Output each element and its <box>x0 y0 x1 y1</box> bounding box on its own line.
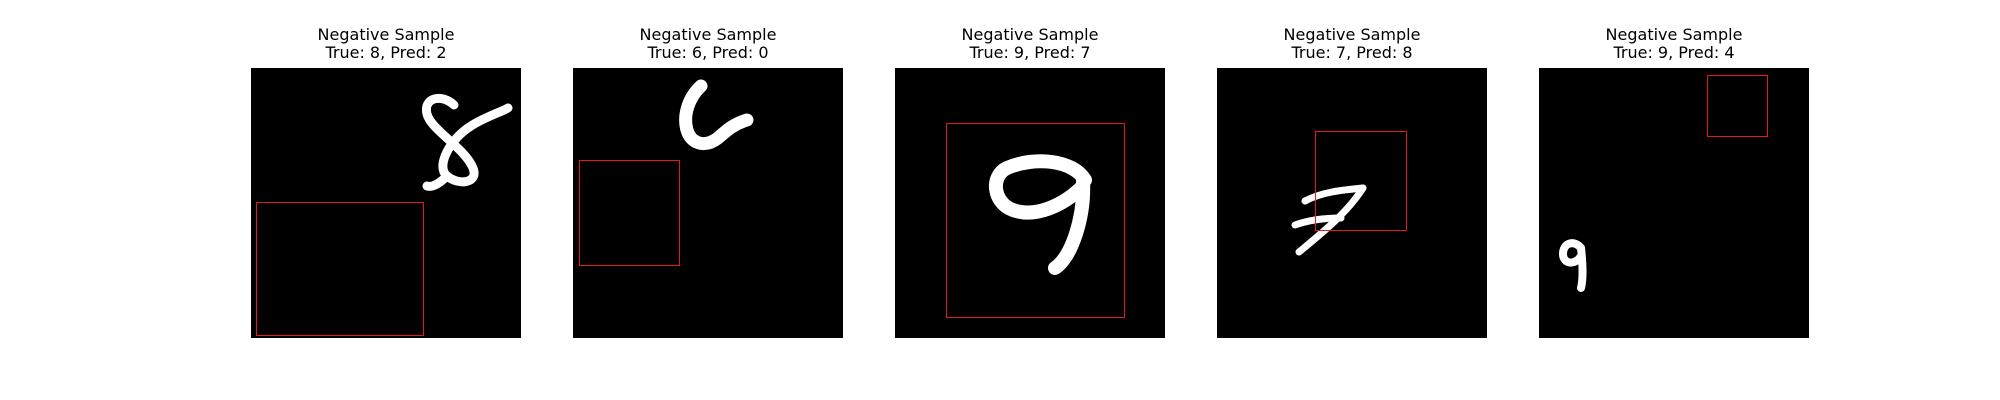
sample-panel-1: Negative Sample True: 8, Pred: 2 8 <box>251 26 521 338</box>
sample-panel-4: Negative Sample True: 7, Pred: 8 <box>1217 26 1487 338</box>
panel-title: Negative Sample True: 9, Pred: 4 <box>1539 26 1809 66</box>
bounding-box <box>946 123 1125 318</box>
panel-subtitle-line: True: 9, Pred: 4 <box>1613 43 1735 62</box>
panel-title-line: Negative Sample <box>639 25 777 44</box>
panel-title: Negative Sample True: 7, Pred: 8 <box>1217 26 1487 66</box>
digit-image <box>895 68 1165 338</box>
panel-title: Negative Sample True: 6, Pred: 0 <box>573 26 843 66</box>
panel-title: Negative Sample True: 8, Pred: 2 <box>251 26 521 66</box>
digit-drawing <box>988 154 1092 275</box>
panel-subtitle-line: True: 7, Pred: 8 <box>1291 43 1413 62</box>
panel-title-line: Negative Sample <box>317 25 455 44</box>
sample-panel-5: Negative Sample True: 9, Pred: 4 <box>1539 26 1809 338</box>
panel-title-line: Negative Sample <box>961 25 1099 44</box>
sample-panel-2: Negative Sample True: 6, Pred: 0 <box>573 26 843 338</box>
panel-title-line: Negative Sample <box>1605 25 1743 44</box>
bounding-box <box>1707 75 1768 137</box>
panel-subtitle-line: True: 8, Pred: 2 <box>325 43 447 62</box>
panel-subtitle-line: True: 6, Pred: 0 <box>647 43 769 62</box>
digit-drawing: 8 <box>421 93 513 191</box>
panel-subtitle-line: True: 9, Pred: 7 <box>969 43 1091 62</box>
panel-title: Negative Sample True: 9, Pred: 7 <box>895 26 1165 66</box>
digit-image <box>1217 68 1487 338</box>
bounding-box <box>256 202 424 336</box>
sample-panel-3: Negative Sample True: 9, Pred: 7 <box>895 26 1165 338</box>
panel-title-line: Negative Sample <box>1283 25 1421 44</box>
digit-image: 8 <box>251 68 521 338</box>
bounding-box <box>579 160 680 266</box>
digit-image <box>573 68 843 338</box>
digit-drawing <box>1559 239 1587 292</box>
digit-image <box>1539 68 1809 338</box>
digit-drawing <box>679 79 754 151</box>
bounding-box <box>1315 131 1407 231</box>
digit-drawing <box>1291 184 1367 256</box>
